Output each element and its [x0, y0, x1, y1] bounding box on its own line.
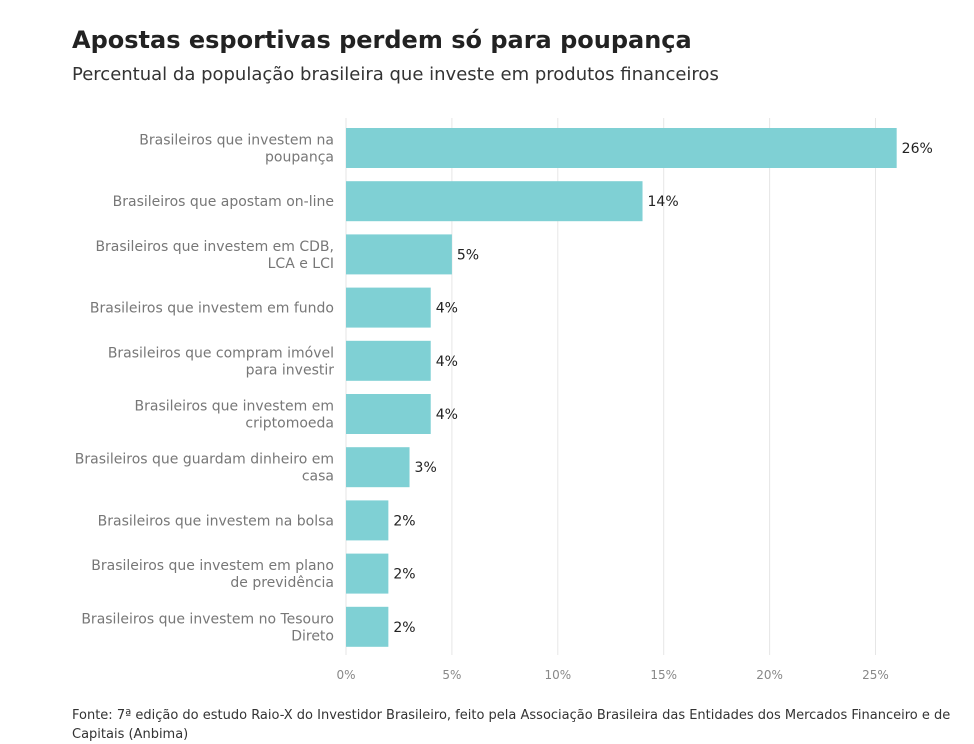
x-tick-label: 25% — [862, 668, 889, 682]
x-tick-label: 10% — [544, 668, 571, 682]
bar — [346, 128, 897, 168]
category-label: Brasileiros que investem na — [139, 133, 334, 149]
category-label: Brasileiros que guardam dinheiro em — [75, 452, 334, 468]
category-label: Brasileiros que compram imóvel — [108, 345, 334, 361]
bar — [346, 500, 389, 541]
value-labels: 26% 14% 5% 4% 4% 4% 3% 2% 2% 2% — [393, 141, 932, 636]
data-label: 4% — [436, 354, 458, 370]
category-label: Brasileiros que investem em plano — [91, 558, 334, 574]
category-label: criptomoeda — [245, 416, 334, 432]
x-tick-label: 5% — [442, 668, 461, 682]
category-label: Brasileiros que investem em — [135, 399, 335, 415]
bar — [346, 181, 643, 222]
bar — [346, 553, 389, 594]
data-label: 26% — [902, 141, 933, 157]
category-label: Brasileiros que investem na bolsa — [98, 513, 334, 529]
bar — [346, 287, 431, 328]
chart-title: Apostas esportivas perdem só para poupan… — [72, 26, 692, 54]
category-label: Brasileiros que investem em CDB, — [95, 239, 334, 255]
data-label: 4% — [436, 301, 458, 317]
x-tick-label: 0% — [336, 668, 355, 682]
data-label: 5% — [457, 247, 479, 263]
data-label: 3% — [415, 460, 437, 476]
data-label: 2% — [393, 620, 415, 636]
bar — [346, 394, 431, 434]
x-axis-ticks: 0% 5% 10% 15% 20% 25% — [336, 668, 888, 682]
data-label: 2% — [393, 513, 415, 529]
x-tick-label: 20% — [756, 668, 783, 682]
category-label: Brasileiros que investem em fundo — [90, 301, 334, 317]
source-note: Fonte: 7ª edição do estudo Raio-X do Inv… — [72, 708, 951, 742]
category-label: LCA e LCI — [268, 256, 334, 272]
category-label: poupança — [265, 150, 334, 166]
bar — [346, 606, 389, 647]
category-label: casa — [302, 469, 334, 485]
bar — [346, 340, 431, 381]
category-label: para investir — [246, 362, 335, 378]
category-label: de previdência — [230, 575, 334, 591]
bar — [346, 447, 410, 488]
category-label: Brasileiros que apostam on-line — [113, 194, 334, 210]
chart-subtitle: Percentual da população brasileira que i… — [72, 64, 719, 85]
data-label: 14% — [648, 194, 679, 210]
bar — [346, 234, 452, 275]
bars — [346, 128, 897, 647]
data-label: 4% — [436, 407, 458, 423]
data-label: 2% — [393, 567, 415, 583]
category-label: Direto — [291, 628, 334, 644]
x-tick-label: 15% — [650, 668, 677, 682]
category-label: Brasileiros que investem no Tesouro — [81, 611, 334, 627]
